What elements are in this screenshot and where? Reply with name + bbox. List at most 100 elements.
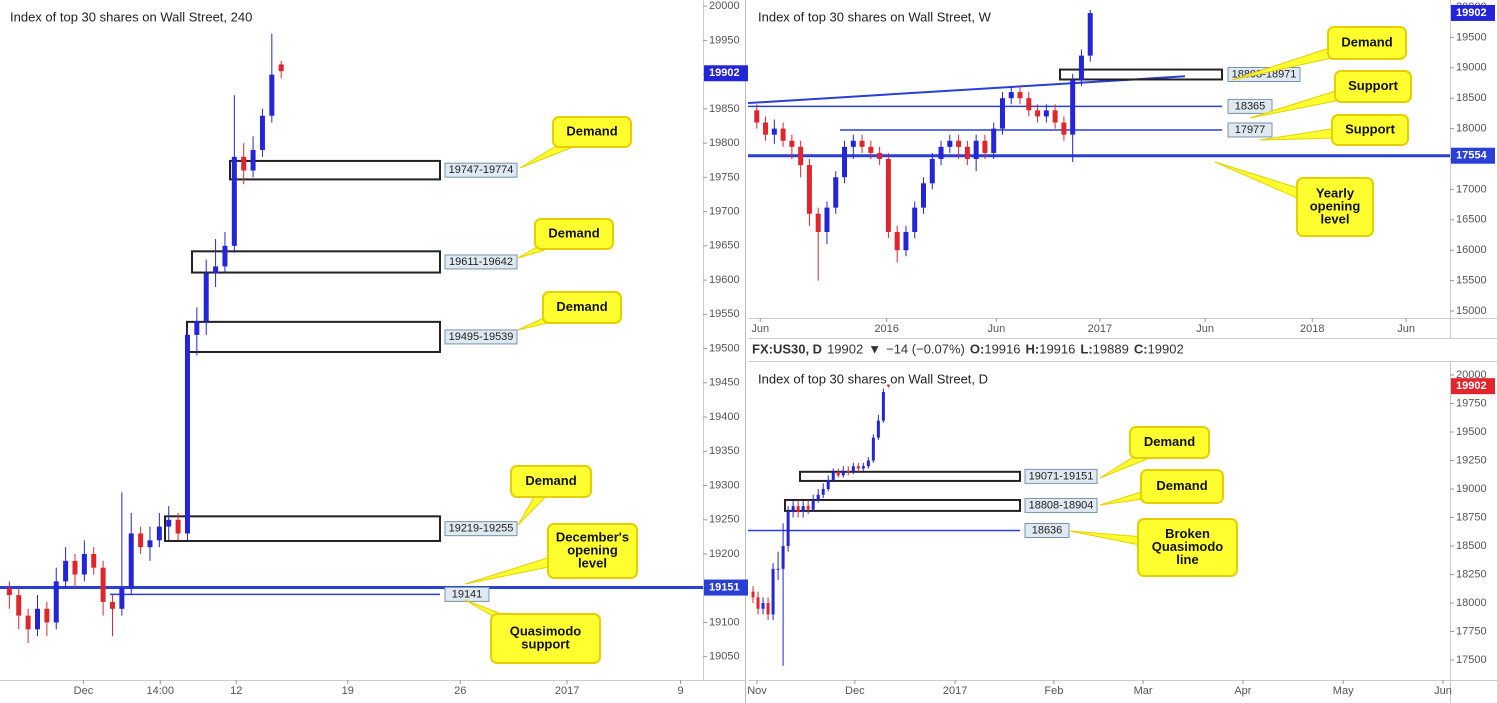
callout-text: level bbox=[578, 555, 607, 570]
level-label: 18636 bbox=[1032, 524, 1063, 536]
candle-body bbox=[1052, 110, 1058, 123]
last-price-box bbox=[1451, 378, 1495, 395]
candle-body bbox=[100, 567, 106, 602]
candle-body bbox=[756, 597, 760, 609]
candle-body bbox=[903, 231, 909, 251]
callout-text: opening bbox=[567, 542, 618, 557]
zone-label: 19747-19774 bbox=[449, 164, 514, 176]
callout-text: support bbox=[521, 636, 570, 651]
candle-body bbox=[841, 470, 845, 476]
candle-body bbox=[6, 588, 12, 596]
candle-body bbox=[991, 128, 997, 153]
candle-body bbox=[861, 466, 865, 469]
y-tick-label: 19450 bbox=[709, 377, 740, 389]
candle-body bbox=[25, 615, 31, 630]
callout-text: Demand bbox=[1144, 434, 1195, 449]
y-tick-label: 19650 bbox=[709, 240, 740, 252]
y-tick-label: 19200 bbox=[709, 548, 740, 560]
zone-label: 19611-19642 bbox=[449, 256, 513, 268]
candle-body bbox=[175, 519, 181, 534]
level-label: 17977 bbox=[1235, 124, 1266, 136]
candle-body bbox=[912, 207, 918, 232]
candle-body bbox=[166, 519, 172, 527]
candle-body bbox=[856, 466, 860, 469]
callout-box bbox=[1327, 26, 1407, 60]
callout-text: December's bbox=[556, 529, 629, 544]
candle-body bbox=[798, 146, 804, 166]
zone-label: 18808-18971 bbox=[1232, 68, 1297, 80]
candle-body bbox=[138, 533, 144, 548]
candle-body bbox=[16, 595, 22, 616]
x-tick-label: 2017 bbox=[1088, 323, 1112, 335]
candle-body bbox=[241, 156, 247, 171]
callout-text: Demand bbox=[1156, 478, 1207, 493]
change: −14 (−0.07%) bbox=[886, 341, 965, 356]
level-label-box bbox=[1024, 523, 1070, 539]
candle-body bbox=[751, 591, 755, 598]
x-tick-label: 2017 bbox=[943, 685, 967, 697]
zone-label: 19495-19539 bbox=[449, 331, 514, 343]
candle-body bbox=[771, 128, 777, 135]
demand-zone bbox=[784, 498, 1021, 512]
candle-body bbox=[1070, 79, 1076, 135]
candle-body bbox=[1061, 122, 1067, 135]
level-price-label: 17554 bbox=[1456, 150, 1487, 162]
y-tick-label: 16000 bbox=[1456, 244, 1487, 256]
y-tick-label: 17000 bbox=[1456, 183, 1487, 195]
y-tick-label: 18000 bbox=[1456, 123, 1487, 135]
candle-body bbox=[815, 213, 821, 232]
y-tick-label: 17500 bbox=[1456, 654, 1487, 666]
zone-label-box bbox=[444, 329, 518, 345]
candle-body bbox=[771, 568, 775, 615]
callout-box bbox=[490, 613, 601, 664]
y-tick-label: 19250 bbox=[1456, 454, 1487, 466]
y-tick-label: 19300 bbox=[709, 479, 740, 491]
callout-box bbox=[534, 218, 614, 250]
candle-body bbox=[1026, 98, 1032, 111]
candle-body bbox=[766, 603, 770, 615]
x-tick-label: Nov bbox=[747, 685, 767, 697]
candle-body bbox=[109, 601, 115, 609]
callout-box bbox=[510, 465, 592, 498]
demand-zone bbox=[191, 250, 441, 274]
candle-body bbox=[824, 207, 830, 232]
candle-body bbox=[851, 466, 855, 472]
candle-body bbox=[801, 506, 805, 512]
y-tick-label: 19400 bbox=[709, 411, 740, 423]
zone-label-box bbox=[444, 254, 518, 270]
callout-text: level bbox=[1321, 211, 1350, 226]
callout-text: Quasimodo bbox=[510, 623, 582, 638]
callout-text: Demand bbox=[1341, 34, 1392, 49]
candle-body bbox=[929, 159, 935, 184]
candle-body bbox=[868, 146, 874, 153]
candle-body bbox=[789, 140, 795, 147]
y-tick-label: 18000 bbox=[1456, 597, 1487, 609]
symbol: FX:US30, D bbox=[752, 341, 822, 356]
level-label-box bbox=[1227, 98, 1273, 114]
candle-body bbox=[894, 231, 900, 251]
candle-body bbox=[791, 506, 795, 512]
x-tick-label: Jun bbox=[1196, 323, 1214, 335]
zone-label: 19071-19151 bbox=[1029, 470, 1094, 482]
callout-box bbox=[1334, 70, 1412, 103]
candle-body bbox=[881, 392, 885, 421]
callout-box bbox=[552, 116, 632, 148]
x-tick-label: 14:00 bbox=[147, 685, 175, 697]
callout-box bbox=[1140, 469, 1224, 504]
x-tick-label: Feb bbox=[1044, 685, 1063, 697]
candle-body bbox=[203, 273, 209, 322]
ohlc-value: 19916 bbox=[984, 341, 1020, 356]
y-tick-label: 19100 bbox=[709, 616, 740, 628]
candle-body bbox=[63, 560, 69, 582]
candle-body bbox=[836, 471, 840, 476]
chart-title: Index of top 30 shares on Wall Street, 2… bbox=[10, 9, 252, 24]
y-tick-label: 19700 bbox=[709, 206, 740, 218]
callout-text: line bbox=[1176, 552, 1198, 567]
candle-body bbox=[72, 560, 78, 575]
candle-body bbox=[921, 183, 926, 208]
y-tick-label: 20000 bbox=[1456, 369, 1487, 381]
level-price-label: 19151 bbox=[709, 581, 740, 593]
candle-body bbox=[876, 420, 880, 438]
zone-label-box bbox=[1024, 468, 1098, 484]
ohlc-key: O: bbox=[970, 341, 984, 356]
